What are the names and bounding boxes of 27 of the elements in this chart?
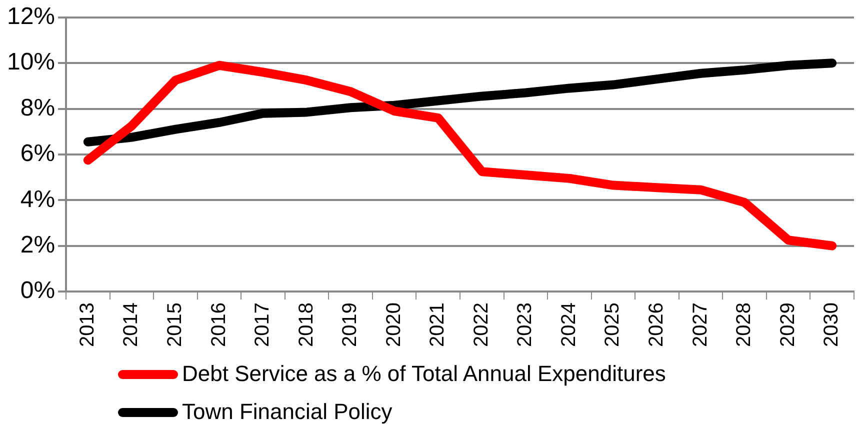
- x-tick-label: 2025: [602, 302, 624, 348]
- legend-label: Town Financial Policy: [182, 399, 392, 425]
- y-tick-label: 10%: [6, 48, 56, 76]
- x-tick-label: 2015: [164, 302, 186, 348]
- x-tick-label: 2021: [426, 302, 449, 348]
- y-tick-label: 8%: [20, 94, 56, 122]
- x-tick-label: 2023: [514, 302, 536, 348]
- x-tick-label: 2022: [470, 302, 492, 348]
- x-tick-label: 2016: [208, 302, 230, 348]
- x-tick-label: 2024: [558, 302, 580, 348]
- x-tick-label: 2029: [776, 302, 799, 348]
- x-tick-label: 2017: [252, 302, 274, 348]
- y-tick-label: 12%: [6, 3, 56, 30]
- y-tick-label: 2%: [20, 231, 56, 258]
- x-tick-label: 2030: [820, 302, 843, 348]
- y-tick-label: 6%: [20, 140, 56, 168]
- x-tick-label: 2014: [120, 302, 142, 348]
- x-tick-label: 2026: [646, 302, 668, 348]
- x-tick-label: 2019: [339, 302, 362, 348]
- y-tick-label: 0%: [20, 277, 56, 304]
- x-tick-label: 2027: [689, 302, 712, 348]
- y-tick-label: 4%: [20, 186, 56, 213]
- x-tick-label: 2018: [295, 302, 318, 348]
- legend-label: Debt Service as a % of Total Annual Expenditures: [182, 361, 666, 387]
- x-tick-label: 2020: [382, 302, 405, 348]
- x-tick-label: 2013: [76, 302, 98, 348]
- x-tick-label: 2028: [733, 302, 756, 348]
